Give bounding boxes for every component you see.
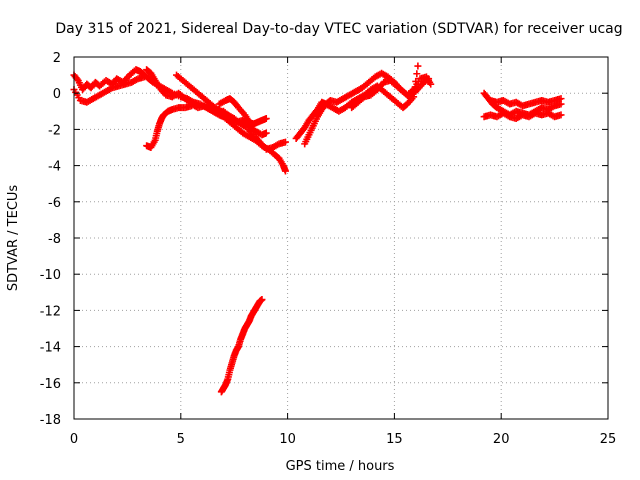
y-tick-labels: 2 0 -2 -4 -6 -8 -10 -12 -14 -16 -18: [40, 51, 61, 428]
data-point: [425, 75, 433, 83]
chart-title: Day 315 of 2021, Sidereal Day-to-day VTE…: [55, 21, 622, 37]
x-tick-label: 5: [177, 432, 185, 447]
series-arc-late-b: [301, 62, 422, 148]
y-tick-label: -6: [48, 196, 61, 211]
data-point: [281, 167, 289, 175]
data-points: [70, 62, 565, 396]
series-arc-steep: [217, 296, 266, 396]
series-arc-night-c: [487, 95, 565, 110]
y-tick-label: 0: [53, 87, 61, 102]
data-point: [412, 77, 420, 85]
x-tick-labels: 0 5 10 15 20 25: [70, 432, 616, 447]
series-arc-late-a: [292, 69, 435, 142]
data-point: [262, 129, 270, 137]
data-point: [414, 62, 422, 70]
data-point: [427, 80, 435, 88]
series-arc-dip: [143, 102, 195, 151]
data-point: [557, 95, 565, 103]
y-tick-label: -14: [40, 341, 61, 356]
y-tick-label: -8: [48, 232, 61, 247]
data-point: [258, 296, 266, 304]
data-point: [73, 75, 81, 83]
y-tick-label: -12: [40, 304, 61, 319]
series-arc-mid-b: [173, 71, 289, 153]
series-arc-early-lower: [70, 73, 148, 106]
y-tick-label: -2: [48, 123, 61, 138]
x-tick-label: 25: [600, 432, 617, 447]
series-arc-mid-c: [215, 95, 270, 128]
data-point: [262, 115, 270, 123]
x-tick-label: 20: [493, 432, 510, 447]
y-axis-label: SDTVAR / TECUs: [6, 185, 21, 292]
x-tick-label: 0: [70, 432, 78, 447]
data-point: [557, 111, 565, 119]
x-tick-label: 10: [279, 432, 296, 447]
axis-ticks: [73, 56, 609, 420]
data-point: [413, 70, 421, 78]
y-tick-label: -18: [40, 413, 61, 428]
y-tick-label: 2: [53, 51, 61, 66]
data-point: [281, 138, 289, 146]
data-point: [140, 73, 148, 81]
y-tick-label: -4: [48, 160, 61, 175]
x-tick-label: 15: [386, 432, 403, 447]
series-arc-night-b: [480, 109, 565, 123]
y-tick-label: -16: [40, 377, 61, 392]
y-tick-label: -10: [40, 268, 61, 283]
x-axis-label: GPS time / hours: [286, 459, 395, 474]
series-arc-late-c: [348, 75, 433, 112]
